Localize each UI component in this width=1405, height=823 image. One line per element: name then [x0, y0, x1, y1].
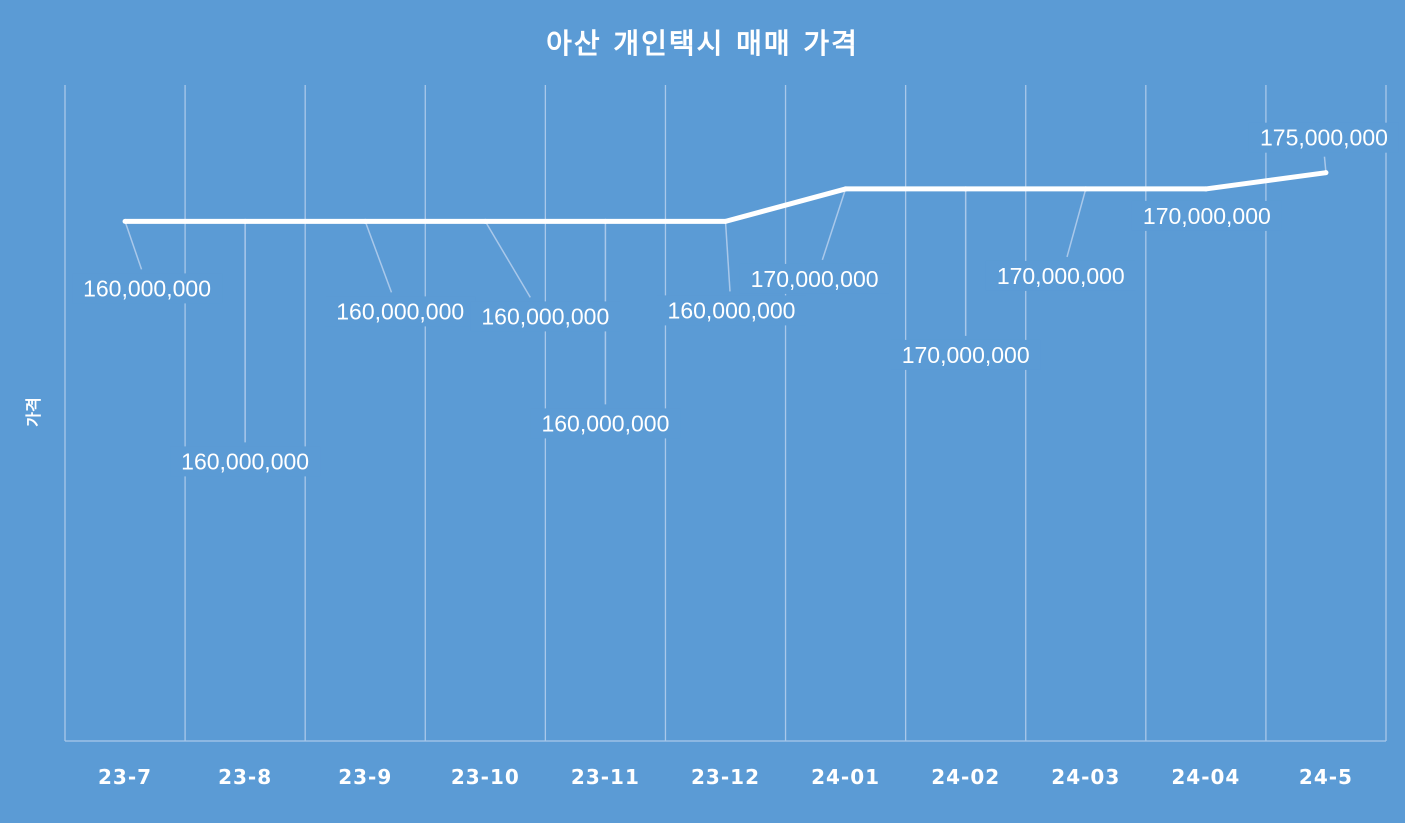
x-tick-label: 23-11 — [571, 765, 640, 789]
data-label: 170,000,000 — [751, 266, 879, 292]
data-point — [602, 218, 608, 224]
data-label: 170,000,000 — [902, 342, 1030, 368]
x-tick-label: 23-12 — [691, 765, 760, 789]
leader-line — [484, 221, 531, 298]
data-label-bg — [739, 263, 890, 294]
x-tick-label: 23-9 — [338, 765, 392, 789]
data-label-bg — [530, 408, 681, 439]
data-label-bg — [1131, 200, 1282, 231]
data-point — [1083, 186, 1089, 192]
x-tick-label: 23-7 — [98, 765, 152, 789]
x-tick-label: 23-10 — [451, 765, 520, 789]
data-label-bg — [72, 273, 223, 304]
data-label-bg — [985, 260, 1136, 291]
x-axis-tick-labels: 23-7 23-8 23-9 23-10 23-11 23-12 24-01 24-02 24-… — [98, 765, 1353, 789]
data-label: 160,000,000 — [336, 298, 464, 324]
leader-line — [724, 221, 731, 292]
data-label-bg — [656, 295, 807, 326]
gridlines — [64, 85, 1387, 742]
x-tick-label: 24-01 — [811, 765, 880, 789]
data-point — [122, 218, 128, 224]
data-label-bg — [325, 296, 476, 327]
leader-line — [821, 188, 847, 261]
x-tick-label: 24-5 — [1299, 765, 1353, 789]
data-label: 160,000,000 — [83, 275, 211, 301]
data-label: 160,000,000 — [481, 303, 609, 329]
data-label: 160,000,000 — [668, 297, 796, 323]
x-tick-label: 24-03 — [1051, 765, 1120, 789]
chart-title: 아산 개인택시 매매 가격 — [546, 27, 859, 60]
data-label-bg — [890, 339, 1041, 370]
series-line — [122, 170, 1329, 224]
data-label: 170,000,000 — [1143, 203, 1271, 229]
leader-line — [124, 221, 143, 270]
x-tick-label: 24-02 — [931, 765, 1000, 789]
data-point — [843, 186, 849, 192]
data-label: 170,000,000 — [997, 263, 1125, 289]
data-point — [362, 218, 368, 224]
data-point — [963, 186, 969, 192]
data-point — [482, 218, 488, 224]
data-label: 160,000,000 — [181, 448, 309, 474]
data-point — [242, 218, 248, 224]
data-point — [1323, 170, 1329, 176]
leader-line — [364, 221, 393, 293]
data-label-bg — [1248, 122, 1399, 153]
data-label: 160,000,000 — [541, 410, 669, 436]
leader-line — [1066, 188, 1087, 258]
x-tick-label: 24-04 — [1171, 765, 1240, 789]
data-label-bg — [470, 301, 621, 332]
leader-line — [1323, 156, 1327, 173]
data-point — [1203, 186, 1209, 192]
data-label: 175,000,000 — [1260, 125, 1388, 151]
data-labels: 160,000,000 160,000,000 160,000,000 160,000… — [72, 122, 1399, 477]
data-label-leader-lines — [124, 156, 1327, 443]
x-tick-label: 23-8 — [218, 765, 272, 789]
data-label-bg — [170, 446, 321, 477]
data-point — [723, 218, 728, 224]
